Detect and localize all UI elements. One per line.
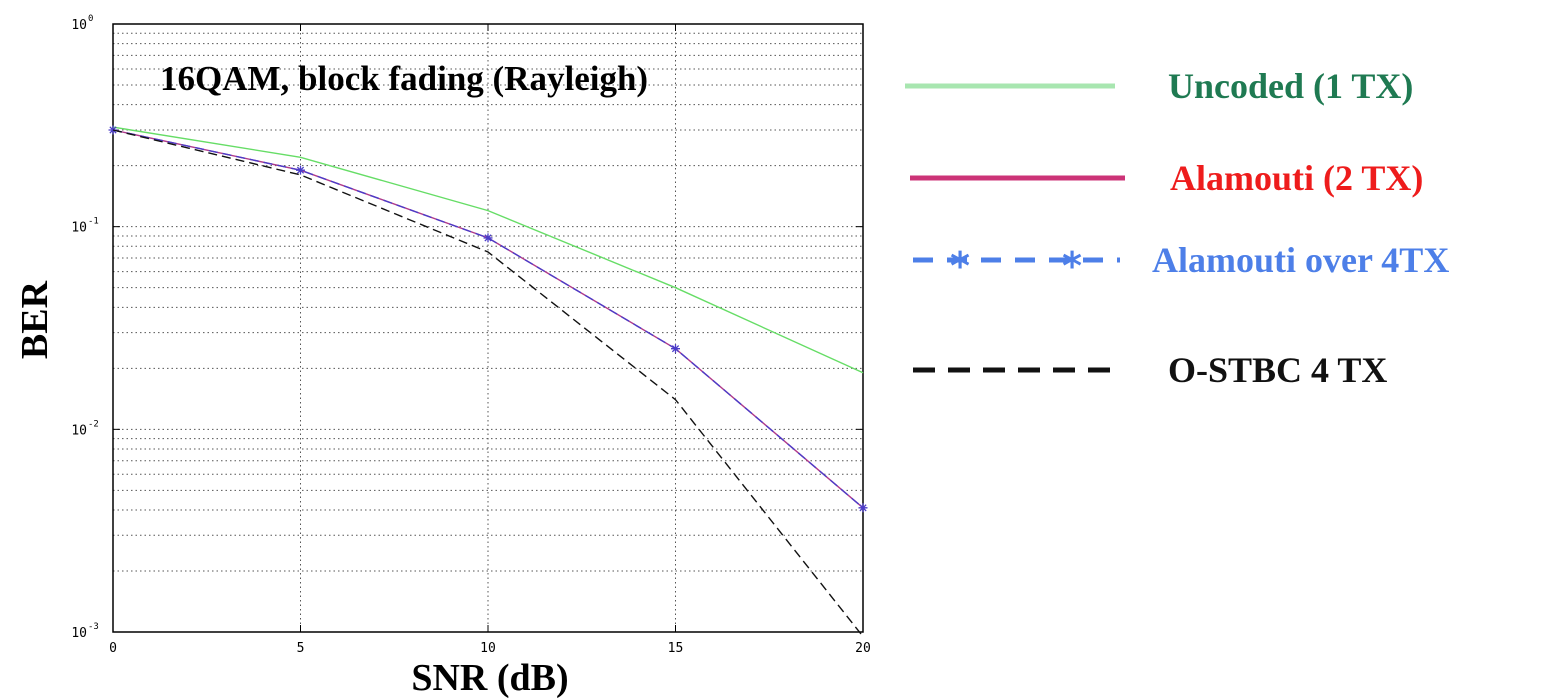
y-tick-label: 10 bbox=[71, 18, 87, 33]
y-axis-label: BER bbox=[14, 280, 56, 359]
series-marker-alamouti-over-4tx bbox=[108, 125, 118, 135]
y-tick-label: 10 bbox=[71, 626, 87, 641]
y-tick-label: 10 bbox=[71, 423, 87, 438]
series-marker-alamouti-over-4tx bbox=[858, 503, 868, 513]
series-line-alamouti-over-4tx bbox=[112, 129, 864, 509]
legend-star-marker: * bbox=[1062, 244, 1082, 288]
series-marker-alamouti-over-4tx bbox=[296, 165, 305, 175]
legend-label-alamouti-over-4tx: Alamouti over 4TX bbox=[1152, 240, 1449, 280]
legend: Uncoded (1 TX) Alamouti (2 TX) * * Alamouti … bbox=[905, 66, 1449, 390]
y-tick-exponent: -2 bbox=[88, 419, 99, 429]
y-tick-exponent: -1 bbox=[88, 217, 99, 227]
x-axis-label: SNR (dB) bbox=[411, 657, 568, 699]
series-line-uncoded-1-tx bbox=[112, 126, 864, 374]
x-tick-label: 5 bbox=[297, 641, 305, 656]
legend-star-marker: * bbox=[950, 244, 970, 288]
y-tick-exponent: 0 bbox=[88, 14, 93, 24]
x-tick-label: 0 bbox=[109, 641, 117, 656]
y-tick-label: 10 bbox=[71, 221, 87, 236]
x-tick-label: 10 bbox=[480, 641, 496, 656]
chart-title: 16QAM, block fading (Rayleigh) bbox=[160, 59, 648, 98]
data-series bbox=[108, 125, 868, 637]
y-tick-exponent: -3 bbox=[88, 622, 99, 632]
legend-label-uncoded-1-tx: Uncoded (1 TX) bbox=[1168, 66, 1413, 106]
legend-label-o-stbc-4-tx: O-STBC 4 TX bbox=[1168, 350, 1387, 390]
series-marker-alamouti-over-4tx bbox=[671, 344, 680, 354]
legend-label-alamouti-2-tx: Alamouti (2 TX) bbox=[1170, 158, 1423, 198]
x-tick-label: 15 bbox=[668, 641, 684, 656]
series-line-o-stbc-4-tx bbox=[112, 129, 864, 637]
series-marker-alamouti-over-4tx bbox=[483, 233, 493, 243]
x-tick-label: 20 bbox=[855, 641, 871, 656]
